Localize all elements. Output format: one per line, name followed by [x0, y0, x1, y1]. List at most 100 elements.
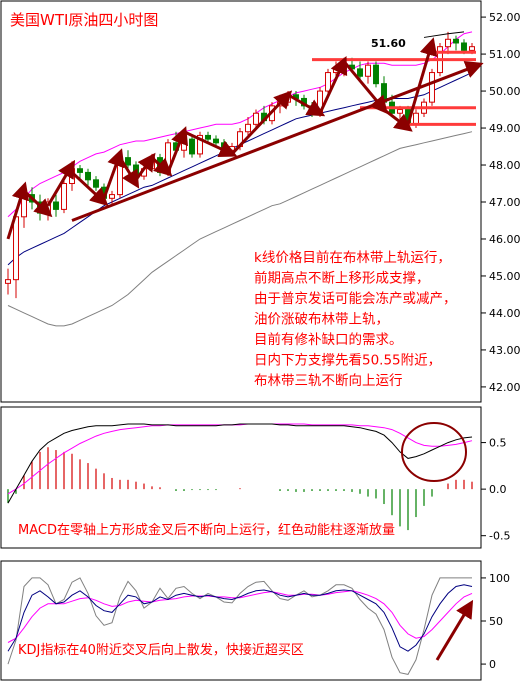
y-tick-label: 45.00: [489, 270, 521, 283]
trend-arrow: [71, 61, 484, 222]
bollinger-lower-line: [7, 131, 473, 327]
trend-arrow: [46, 159, 76, 207]
price-panel-frame: [0, 0, 482, 403]
trend-overlays: [6, 31, 484, 240]
price-annotation: k线价格目前在布林带上轨运行， 前期高点不断上移形成支撑， 由于普京发话可能会冻产或…: [254, 249, 457, 389]
price-axis: 52.00 51.00 50.00 49.00 48.00 47.00 46.00 45.00…: [481, 11, 521, 394]
kdj-annotation: KDJ指标在40附近交叉后向上散发，快接近超买区: [18, 642, 304, 658]
y-tick-label: -0.5: [489, 530, 510, 543]
y-tick-label: 51.00: [489, 48, 521, 61]
candle-up: [397, 109, 403, 114]
candle-up: [253, 112, 259, 125]
kdj-arrow-line: [435, 599, 474, 661]
candle-up: [13, 216, 19, 281]
macd-axis: 0.5 0.0 -0.5: [481, 437, 510, 543]
macd-lines: [7, 423, 473, 504]
macd-dif-line: [7, 423, 473, 504]
annotation-line: 布林带三轨不断向上运行: [254, 373, 403, 389]
macd-panel-frame: [0, 406, 482, 549]
trend-arrow: [287, 93, 326, 117]
y-tick-label: 44.00: [489, 307, 521, 320]
candle-down: [373, 64, 379, 85]
kdj-lines: [7, 577, 473, 675]
trend-arrow: [150, 156, 173, 177]
candle-down: [189, 138, 195, 155]
trend-arrow: [383, 108, 413, 132]
candle-down: [213, 138, 219, 144]
candle-down: [125, 157, 131, 166]
price-label: 51.60: [371, 37, 406, 50]
y-tick-label: 46.00: [489, 233, 521, 246]
candle-down: [53, 201, 59, 210]
candle-up: [245, 123, 251, 133]
candle-down: [77, 168, 83, 173]
y-tick-label: 47.00: [489, 196, 521, 209]
annotation-line: 由于普京发话可能会冻产或减产，: [254, 291, 457, 307]
macd-dea-line: [7, 423, 473, 495]
price-panel: 美国WTI原油四小时图 52.00 51.00 50.00 49.00 48.00 47.…: [0, 0, 521, 403]
trend-arrow: [406, 37, 438, 125]
kdj-k-line: [7, 584, 473, 652]
kdj-panel: 100 50 0 KDJ指标在40附近交叉后向上散发，快接近超买区: [0, 560, 510, 681]
candle-down: [205, 134, 211, 140]
candle-up: [365, 64, 371, 77]
kdj-panel-frame: [0, 560, 482, 681]
y-tick-label: 0.0: [489, 483, 507, 496]
trend-arrow: [134, 152, 156, 181]
chart-title: 美国WTI原油四小时图: [10, 11, 158, 29]
candle-up: [429, 72, 435, 103]
candle-down: [133, 164, 139, 177]
bollinger-upper-line: [7, 31, 473, 218]
candle-down: [357, 68, 363, 77]
candle-up: [469, 46, 475, 51]
trend-arrow: [70, 171, 109, 207]
y-tick-label: 48.00: [489, 159, 521, 172]
candle-up: [61, 183, 67, 210]
y-tick-label: 49.00: [489, 122, 521, 135]
candle-up: [197, 134, 203, 155]
y-tick-label: 0: [489, 658, 496, 671]
y-tick-label: 0.5: [489, 437, 507, 450]
annotation-line: 前期高点不断上移形成支撑，: [254, 270, 430, 287]
trend-arrow: [318, 56, 348, 114]
candle-up: [229, 146, 235, 151]
kdj-up-arrow: [435, 599, 474, 661]
kdj-axis: 100 50 0: [481, 572, 510, 671]
candle-down: [461, 42, 467, 51]
trend-arrow: [166, 126, 188, 173]
candle-down: [453, 38, 459, 44]
kdj-j-line: [7, 577, 472, 675]
trend-arrow: [22, 189, 53, 218]
annotation-line: 目前有修补缺口的需求。: [254, 331, 403, 348]
macd-annotation: MACD在零轴上方形成金叉后不断向上运行，红色动能柱逐渐放量: [18, 522, 395, 538]
y-tick-label: 52.00: [489, 11, 521, 24]
annotation-line: k线价格目前在布林带上轨运行，: [254, 249, 451, 266]
y-tick-label: 42.00: [489, 381, 521, 394]
y-tick-label: 100: [489, 572, 510, 585]
trend-arrow: [6, 181, 30, 240]
macd-panel: 0.5 0.0 -0.5 MACD在零轴上方形成金叉后不断向上运行，红色动能柱逐渐放…: [0, 406, 510, 549]
trend-arrow: [342, 60, 388, 115]
y-tick-label: 43.00: [489, 344, 521, 357]
golden-cross-circle: [401, 422, 467, 482]
candle-up: [445, 38, 451, 48]
candle-up: [109, 194, 115, 199]
candle-down: [93, 179, 99, 188]
annotation-line: 油价涨破布林带上轨，: [254, 312, 389, 328]
candle-up: [21, 194, 27, 218]
y-tick-label: 50.00: [489, 85, 521, 98]
trend-arrow: [183, 130, 238, 158]
kdj-d-line: [7, 590, 473, 643]
y-tick-label: 50: [489, 615, 503, 628]
trend-arrow: [118, 156, 140, 189]
annotation-line: 日内下方支撑先看50.55附近，: [254, 353, 441, 369]
trend-arrow: [102, 148, 125, 199]
candle-down: [85, 171, 91, 181]
candle-up: [69, 168, 75, 185]
candle-up: [413, 112, 419, 125]
trend-arrow: [230, 90, 293, 155]
candle-up: [325, 72, 331, 92]
candle-up: [5, 279, 11, 284]
candle-up: [181, 138, 187, 151]
